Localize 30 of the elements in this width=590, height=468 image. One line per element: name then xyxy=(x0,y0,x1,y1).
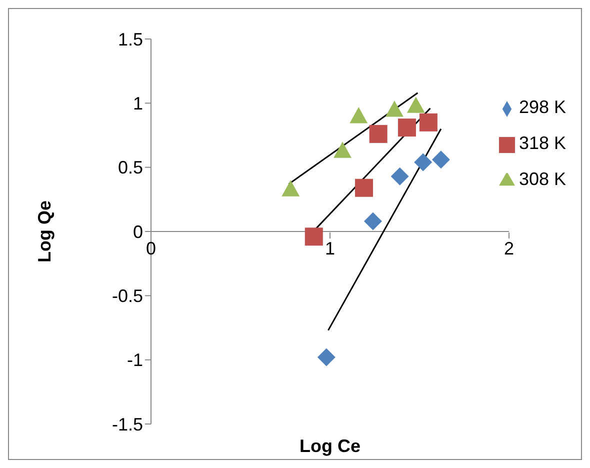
y-tick-label: -0.5 xyxy=(112,286,143,306)
y-tick-label: 1.5 xyxy=(118,29,143,50)
point xyxy=(419,113,438,132)
legend-label: 298 K xyxy=(519,97,566,117)
point xyxy=(304,228,323,246)
point xyxy=(369,124,388,143)
y-axis-title: Log Qe xyxy=(34,200,54,262)
y-tick-label: 0.5 xyxy=(118,158,143,178)
point xyxy=(432,150,450,169)
point xyxy=(282,180,300,196)
point xyxy=(355,178,374,197)
point xyxy=(364,212,382,230)
point xyxy=(317,348,336,366)
point xyxy=(390,167,409,186)
x-tick-label: 0 xyxy=(146,238,156,258)
y-tick-label: -1 xyxy=(126,350,143,370)
legend-label: 308 K xyxy=(519,169,566,189)
point xyxy=(406,96,425,113)
y-tick-label: -1.5 xyxy=(112,414,143,434)
point xyxy=(414,153,432,172)
x-axis-title: Log Ce xyxy=(300,436,360,456)
x-tick-label: 2 xyxy=(504,238,514,258)
legend-label: 318 K xyxy=(519,133,566,153)
point xyxy=(385,100,404,117)
y-tick-label: 1 xyxy=(132,94,143,114)
point xyxy=(398,118,416,137)
x-tick-label: 1 xyxy=(324,238,336,258)
point xyxy=(350,107,368,124)
point xyxy=(334,142,352,158)
y-tick-label: 0 xyxy=(132,222,143,242)
